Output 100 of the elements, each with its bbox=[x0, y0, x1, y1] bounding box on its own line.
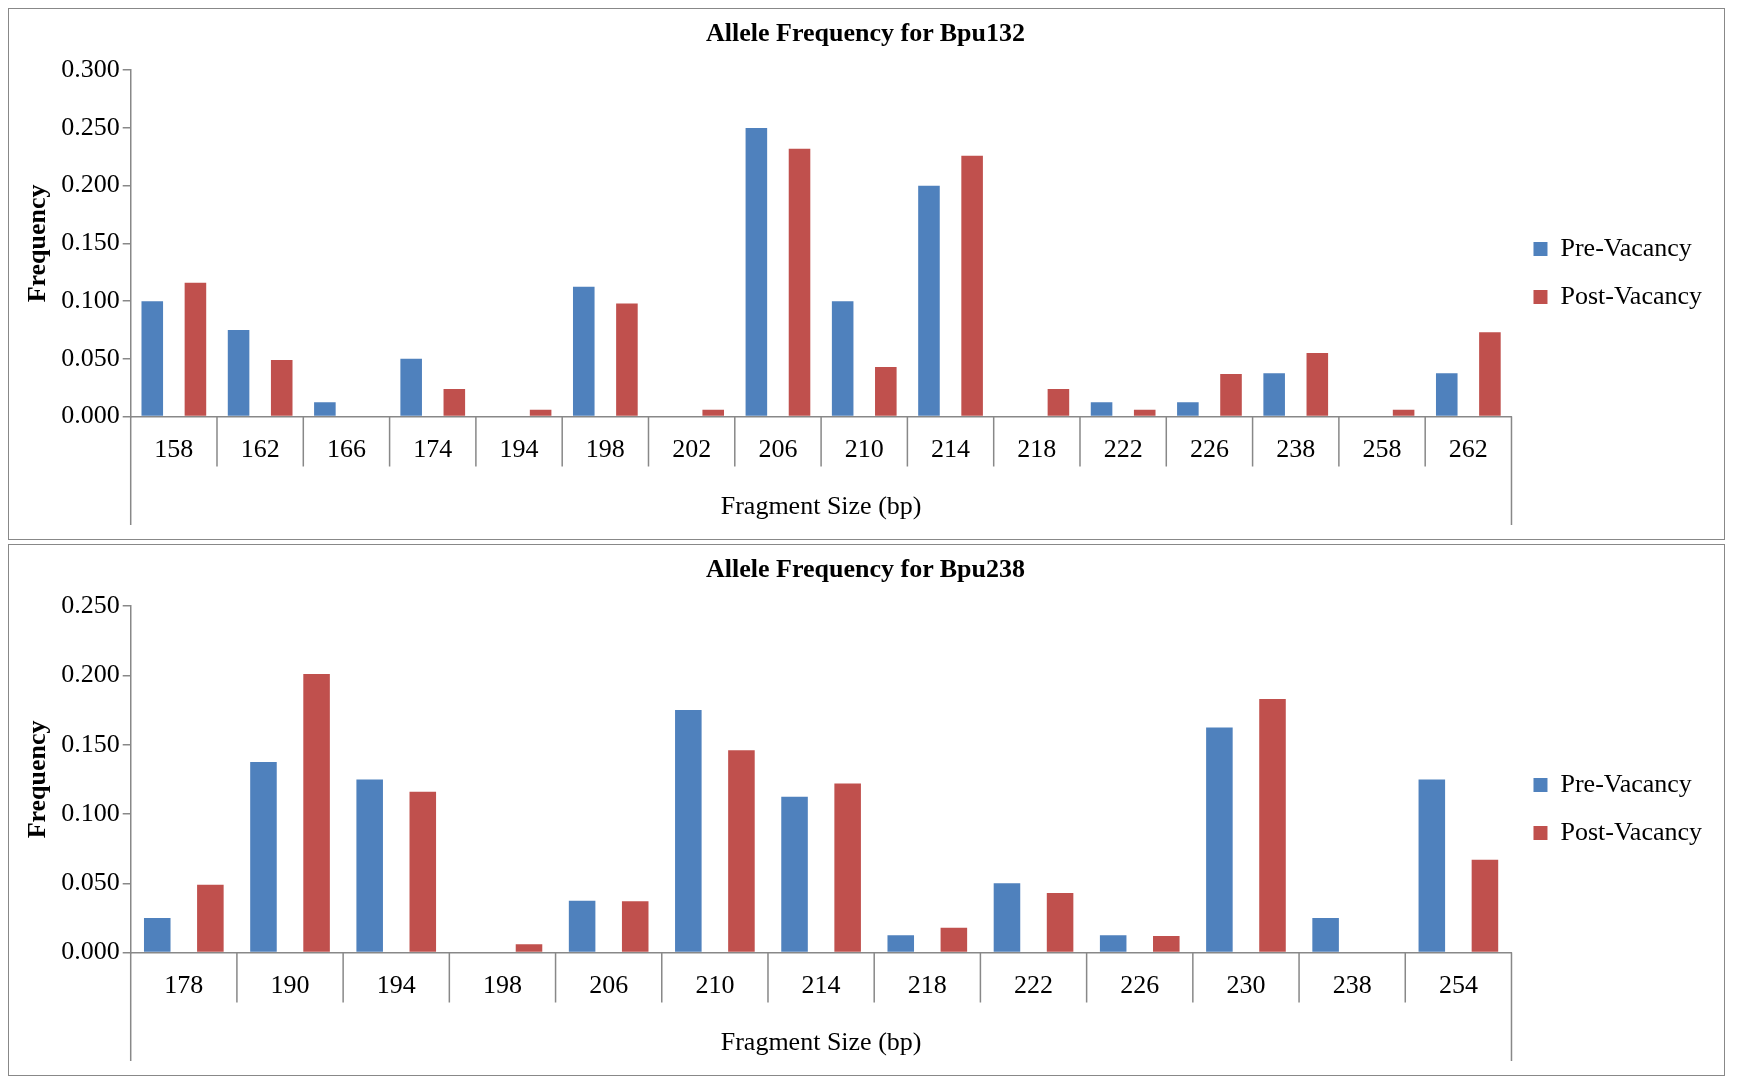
bar bbox=[1263, 373, 1285, 416]
bar bbox=[788, 148, 811, 416]
x-tick-label: 226 bbox=[1189, 434, 1229, 464]
bar bbox=[143, 917, 171, 952]
legend-label: Post-Vacancy bbox=[1560, 816, 1702, 846]
bar bbox=[728, 750, 755, 952]
legend-label: Pre-Vacancy bbox=[1560, 768, 1692, 798]
bar bbox=[940, 927, 968, 952]
x-tick-label: 238 bbox=[1276, 434, 1316, 464]
y-tick-label: 0.100 bbox=[61, 797, 120, 827]
bar bbox=[227, 330, 250, 416]
x-tick-label: 218 bbox=[907, 970, 947, 1000]
bar bbox=[1177, 402, 1199, 416]
bar bbox=[197, 884, 224, 952]
x-tick-label: 222 bbox=[1103, 434, 1143, 464]
x-axis-title: Fragment Size (bp) bbox=[720, 1027, 922, 1057]
bar bbox=[1471, 859, 1499, 952]
x-tick-label: 178 bbox=[164, 970, 204, 1000]
bar bbox=[250, 762, 277, 952]
bar bbox=[961, 155, 983, 416]
bar bbox=[1220, 373, 1242, 416]
bar bbox=[1133, 409, 1156, 416]
x-tick-label: 206 bbox=[589, 970, 629, 1000]
x-tick-label: 174 bbox=[413, 434, 453, 464]
x-tick-label: 214 bbox=[801, 970, 841, 1000]
bar bbox=[702, 409, 725, 416]
x-tick-label: 218 bbox=[1017, 434, 1057, 464]
x-tick-label: 210 bbox=[844, 434, 884, 464]
bar bbox=[568, 900, 596, 952]
y-tick-label: 0.200 bbox=[61, 659, 120, 689]
bar bbox=[1306, 353, 1329, 416]
bar bbox=[314, 402, 336, 416]
x-tick-label: 202 bbox=[672, 434, 712, 464]
y-tick-label: 0.250 bbox=[61, 111, 120, 141]
bar bbox=[1046, 893, 1074, 952]
bar bbox=[1312, 917, 1339, 952]
bar bbox=[675, 710, 702, 952]
x-tick-label: 258 bbox=[1362, 434, 1402, 464]
y-tick-label: 0.000 bbox=[61, 400, 120, 430]
bar bbox=[887, 935, 915, 952]
bar bbox=[1418, 779, 1446, 952]
bar bbox=[621, 901, 649, 952]
chart-title: Allele Frequency for Bpu238 bbox=[706, 554, 1025, 584]
bar bbox=[1479, 332, 1501, 416]
x-tick-label: 226 bbox=[1120, 970, 1160, 1000]
x-tick-label: 162 bbox=[240, 434, 280, 464]
legend-label: Pre-Vacancy bbox=[1560, 232, 1692, 262]
x-tick-label: 230 bbox=[1226, 970, 1266, 1000]
bar bbox=[1206, 727, 1233, 952]
bar bbox=[993, 883, 1021, 952]
y-axis-title: Frequency bbox=[22, 720, 52, 839]
bar bbox=[875, 366, 897, 416]
bar bbox=[616, 303, 638, 416]
bar bbox=[1090, 402, 1113, 416]
x-tick-label: 222 bbox=[1014, 970, 1054, 1000]
y-tick-label: 0.250 bbox=[61, 590, 120, 620]
chart-title: Allele Frequency for Bpu132 bbox=[706, 18, 1025, 48]
x-tick-label: 194 bbox=[376, 970, 416, 1000]
y-tick-label: 0.100 bbox=[61, 284, 120, 314]
y-tick-label: 0.050 bbox=[61, 867, 120, 897]
bar bbox=[356, 779, 383, 952]
bar bbox=[184, 282, 207, 416]
bar bbox=[303, 674, 330, 952]
bar bbox=[443, 388, 466, 416]
x-tick-label: 190 bbox=[270, 970, 310, 1000]
bar bbox=[572, 286, 595, 416]
bar bbox=[409, 791, 437, 952]
bar bbox=[1392, 409, 1415, 416]
bar bbox=[1435, 373, 1458, 416]
y-tick-label: 0.150 bbox=[61, 227, 120, 257]
x-tick-label: 166 bbox=[326, 434, 366, 464]
x-tick-label: 194 bbox=[499, 434, 539, 464]
bar bbox=[1259, 699, 1286, 952]
bar bbox=[1047, 388, 1070, 416]
x-tick-label: 198 bbox=[482, 970, 522, 1000]
x-tick-label: 214 bbox=[931, 434, 971, 464]
x-tick-label: 158 bbox=[154, 434, 194, 464]
x-tick-label: 262 bbox=[1448, 434, 1488, 464]
legend-label: Post-Vacancy bbox=[1560, 280, 1702, 310]
x-tick-label: 238 bbox=[1332, 970, 1372, 1000]
bar bbox=[834, 783, 861, 952]
x-tick-label: 254 bbox=[1438, 970, 1478, 1000]
y-tick-label: 0.000 bbox=[61, 936, 120, 966]
bar bbox=[831, 301, 854, 416]
bar bbox=[515, 944, 543, 952]
y-tick-label: 0.200 bbox=[61, 169, 120, 199]
bar bbox=[745, 127, 768, 416]
x-tick-label: 198 bbox=[585, 434, 625, 464]
x-axis-title: Fragment Size (bp) bbox=[720, 491, 922, 521]
bar bbox=[918, 185, 940, 416]
y-tick-label: 0.050 bbox=[61, 342, 120, 372]
bar bbox=[400, 358, 422, 416]
bar bbox=[1099, 935, 1127, 952]
y-tick-label: 0.300 bbox=[61, 54, 120, 84]
bar bbox=[781, 796, 808, 952]
bar bbox=[529, 409, 552, 416]
bar bbox=[270, 360, 293, 416]
y-tick-label: 0.150 bbox=[61, 728, 120, 758]
bar bbox=[1153, 935, 1180, 952]
x-tick-label: 206 bbox=[758, 434, 798, 464]
